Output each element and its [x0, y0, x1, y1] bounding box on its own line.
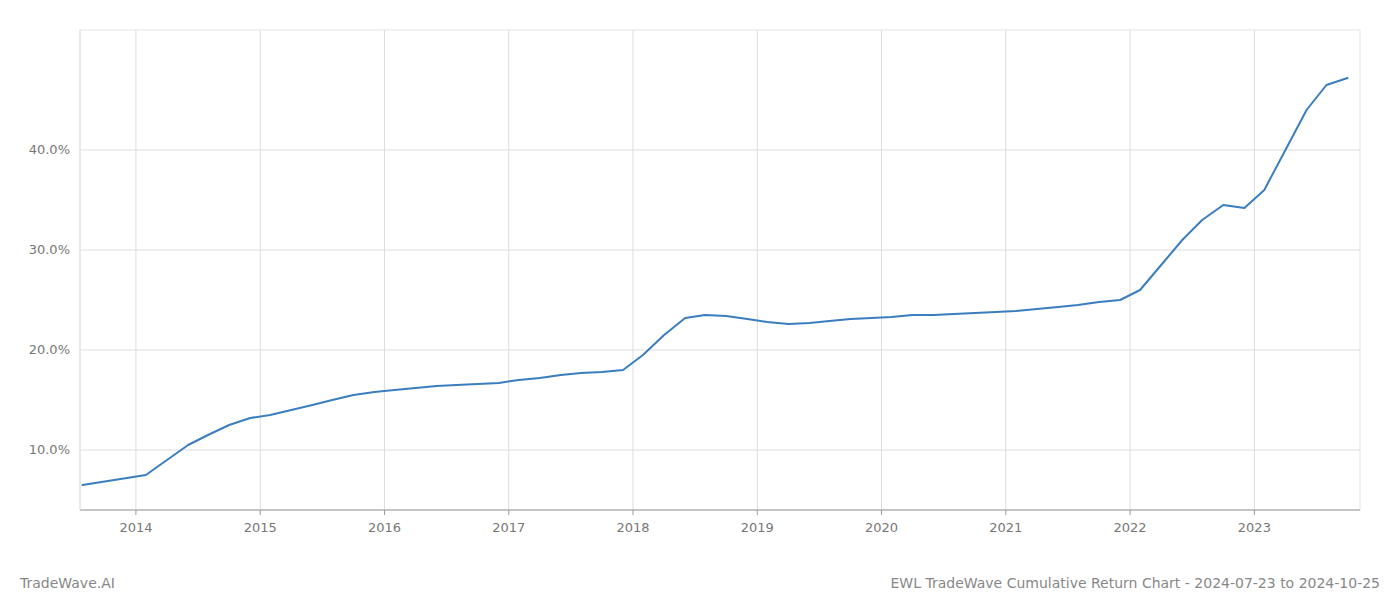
x-grid-line [1130, 30, 1131, 510]
x-tick-mark [633, 510, 634, 515]
x-grid-line [260, 30, 261, 510]
x-tick-label: 2021 [989, 520, 1022, 535]
watermark: TradeWave.AI [19, 575, 115, 591]
x-tick-label: 2019 [741, 520, 774, 535]
x-tick-label: 2018 [616, 520, 649, 535]
x-tick-label: 2023 [1238, 520, 1271, 535]
grid [80, 30, 1360, 510]
x-grid-line [1005, 30, 1006, 510]
x-tick-label: 2020 [865, 520, 898, 535]
x-tick-mark [1254, 510, 1255, 515]
x-tick-mark [1005, 510, 1006, 515]
x-tick-mark [135, 510, 136, 515]
y-axis-line [80, 30, 81, 510]
x-grid-line [633, 30, 634, 510]
x-tick-label: 2016 [368, 520, 401, 535]
x-tick-mark [384, 510, 385, 515]
page: {"chart_data": { "type": "line", "title"… [0, 0, 1400, 600]
chart-svg: 10.0% 20.0% 30.0% 40.0% 2014 2015 2016 2017 2018… [0, 0, 1400, 600]
chart-title: EWL TradeWave Cumulative Return Chart - … [890, 575, 1380, 591]
plot-frame [80, 30, 1360, 510]
x-tick-label: 2015 [244, 520, 277, 535]
x-grid-line [757, 30, 758, 510]
x-grid-line [1254, 30, 1255, 510]
y-tick-label: 10.0% [29, 442, 70, 457]
plot-area [82, 78, 1347, 485]
x-axis-line [80, 510, 1360, 511]
x-grid-line [384, 30, 385, 510]
y-tick-label: 20.0% [29, 342, 70, 357]
axes: 10.0% 20.0% 30.0% 40.0% 2014 2015 2016 2017 2018… [29, 30, 1360, 535]
y-tick-label: 40.0% [29, 142, 70, 157]
chart-container: 10.0% 20.0% 30.0% 40.0% 2014 2015 2016 2017 2018… [0, 0, 1400, 600]
x-grid-line [508, 30, 509, 510]
x-tick-mark [1130, 510, 1131, 515]
y-grid-line [80, 150, 1360, 151]
footer-texts: TradeWave.AI EWL TradeWave Cumulative Ret… [19, 575, 1380, 591]
x-grid-line [881, 30, 882, 510]
x-grid-line [135, 30, 136, 510]
x-tick-label: 2022 [1114, 520, 1147, 535]
x-tick-label: 2014 [119, 520, 152, 535]
x-tick-mark [757, 510, 758, 515]
data-line [82, 78, 1347, 485]
x-tick-mark [508, 510, 509, 515]
y-grid-line [80, 450, 1360, 451]
y-grid-line [80, 250, 1360, 251]
x-tick-mark [260, 510, 261, 515]
x-tick-label: 2017 [492, 520, 525, 535]
x-tick-mark [881, 510, 882, 515]
y-grid-line [80, 350, 1360, 351]
y-tick-label: 30.0% [29, 242, 70, 257]
